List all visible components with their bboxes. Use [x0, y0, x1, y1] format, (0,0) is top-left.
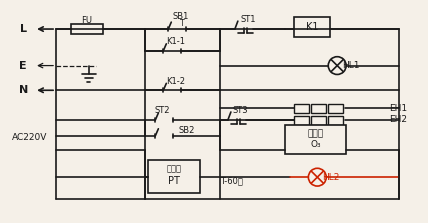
Text: AC220V: AC220V [12, 133, 47, 142]
Bar [71, 24, 103, 34]
Text: L: L [20, 24, 27, 34]
Text: ST1: ST1 [240, 15, 256, 24]
Text: HL2: HL2 [323, 173, 340, 182]
Text: K1-1: K1-1 [166, 37, 185, 46]
Text: EH1: EH1 [389, 103, 407, 113]
Bar [285, 125, 346, 155]
Text: T-60分: T-60分 [220, 177, 243, 186]
Bar [328, 104, 343, 113]
Bar [294, 116, 309, 125]
Circle shape [309, 168, 326, 186]
Text: E: E [19, 61, 27, 70]
Bar [294, 17, 330, 37]
Text: SB2: SB2 [178, 126, 195, 135]
Bar [294, 104, 309, 113]
Text: K1-2: K1-2 [166, 77, 185, 86]
Text: ST2: ST2 [155, 105, 170, 115]
Text: T: T [180, 19, 184, 28]
Circle shape [328, 57, 346, 74]
Text: N: N [19, 85, 28, 95]
Text: ST3: ST3 [232, 105, 248, 115]
Bar [311, 104, 326, 113]
Bar [149, 160, 200, 193]
Text: EH2: EH2 [389, 115, 407, 124]
Text: K1: K1 [306, 22, 318, 32]
Text: 发生器: 发生器 [307, 129, 324, 138]
Text: O₃: O₃ [310, 140, 321, 149]
Bar [328, 116, 343, 125]
Text: PT: PT [168, 176, 180, 186]
Text: 定时器: 定时器 [167, 165, 182, 174]
Text: HL1: HL1 [342, 61, 360, 70]
Text: FU: FU [81, 16, 92, 25]
Bar [311, 116, 326, 125]
Text: SB1: SB1 [172, 12, 188, 21]
